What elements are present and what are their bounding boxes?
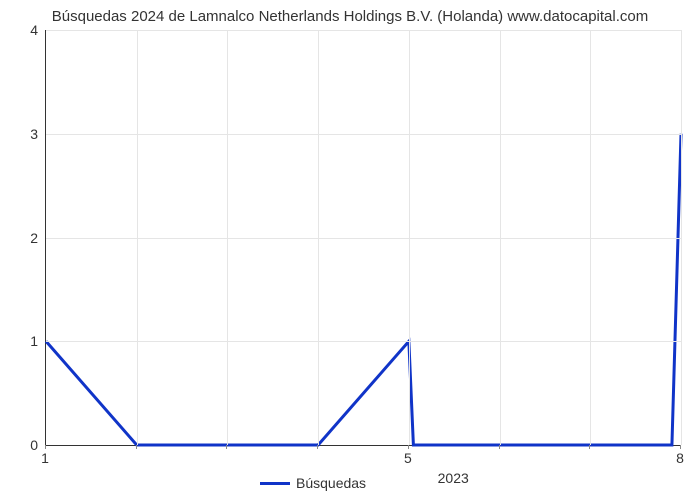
gridline-vertical — [318, 30, 319, 445]
gridline-vertical — [227, 30, 228, 445]
x-axis-tick — [45, 445, 46, 449]
gridline-vertical — [590, 30, 591, 445]
chart-title: Búsquedas 2024 de Lamnalco Netherlands H… — [0, 8, 700, 25]
x-axis-tick — [317, 445, 318, 449]
gridline-horizontal — [46, 238, 681, 239]
y-axis-tick-label: 4 — [8, 22, 38, 38]
y-axis-tick-label: 2 — [8, 230, 38, 246]
x-axis-year-label: 2023 — [438, 470, 469, 486]
x-axis-tick — [589, 445, 590, 449]
gridline-vertical — [409, 30, 410, 445]
x-axis-tick-label: 1 — [41, 450, 49, 466]
gridline-vertical — [137, 30, 138, 445]
gridline-vertical — [500, 30, 501, 445]
y-axis-tick-label: 1 — [8, 333, 38, 349]
x-axis-tick — [136, 445, 137, 449]
x-axis-tick-label: 8 — [676, 450, 684, 466]
legend-label: Búsquedas — [296, 475, 366, 491]
gridline-horizontal — [46, 30, 681, 31]
gridline-vertical — [681, 30, 682, 445]
legend-swatch — [260, 482, 290, 485]
legend: Búsquedas — [260, 475, 366, 491]
y-axis-tick-label: 0 — [8, 437, 38, 453]
chart-container: Búsquedas 2024 de Lamnalco Netherlands H… — [0, 0, 700, 500]
x-axis-tick-label: 5 — [404, 450, 412, 466]
plot-area — [45, 30, 681, 446]
gridline-horizontal — [46, 134, 681, 135]
x-axis-tick — [680, 445, 681, 449]
x-axis-tick — [408, 445, 409, 449]
x-axis-tick — [499, 445, 500, 449]
x-axis-tick — [226, 445, 227, 449]
y-axis-tick-label: 3 — [8, 126, 38, 142]
gridline-horizontal — [46, 341, 681, 342]
